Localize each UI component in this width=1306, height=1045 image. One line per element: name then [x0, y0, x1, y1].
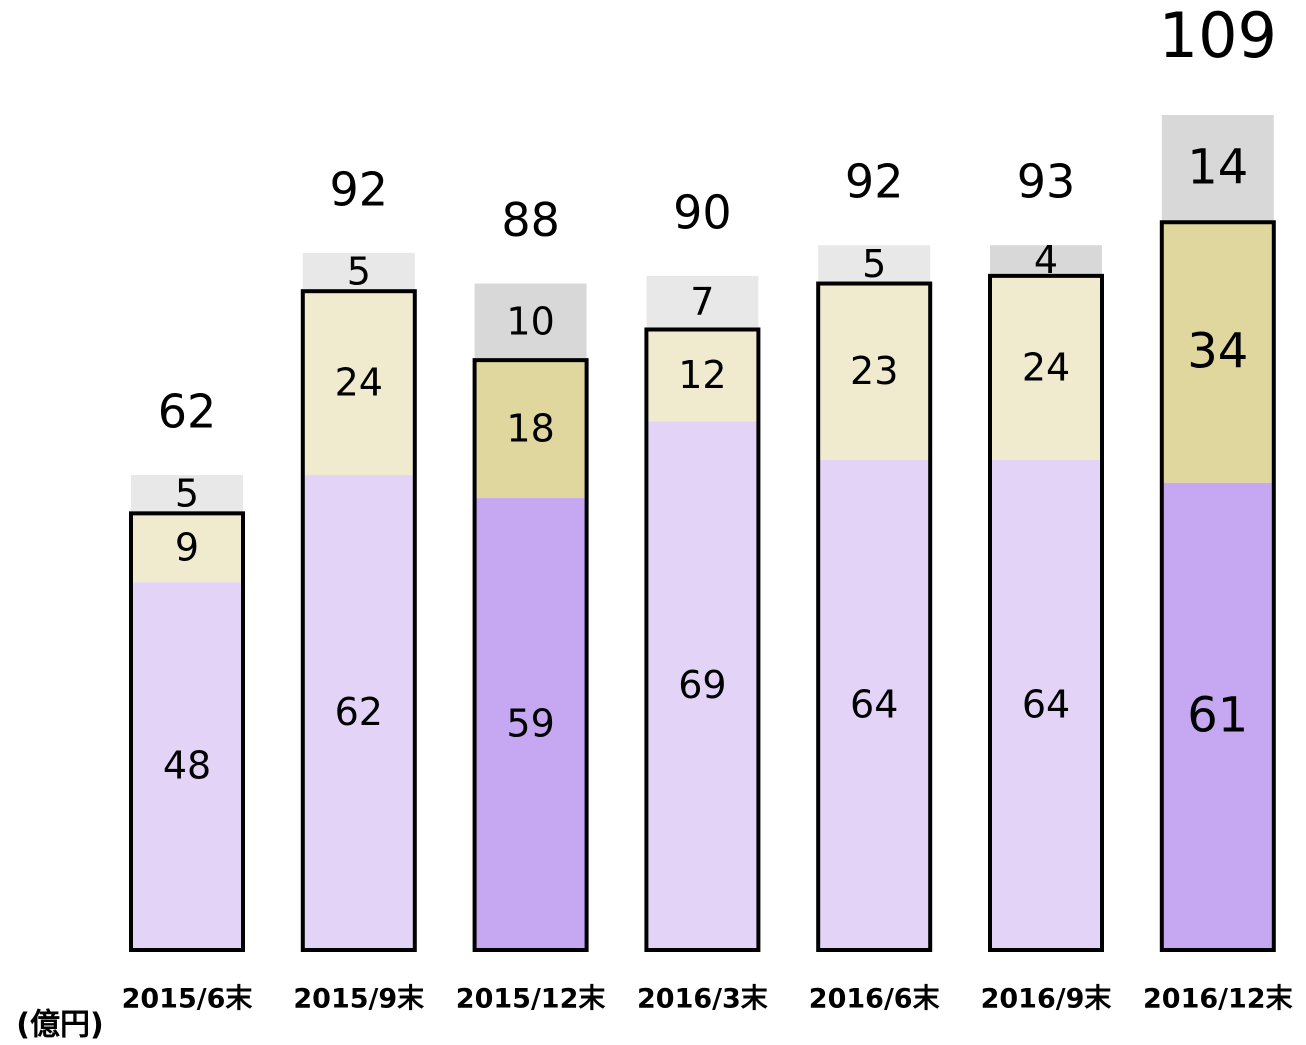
bar-outline: [1159, 220, 1276, 953]
bar-segment: [646, 329, 759, 422]
value-label: 24: [335, 361, 383, 405]
bar-segment: [302, 475, 415, 950]
value-label: 9: [175, 525, 199, 569]
x-tick-label: 2015/12末: [456, 984, 606, 1015]
x-tick-label: 2016/9末: [981, 984, 1112, 1015]
bar-segment: [818, 459, 931, 950]
value-label: 23: [850, 349, 898, 393]
bar-segment: [818, 283, 931, 460]
value-label: 7: [690, 280, 714, 324]
bar-outline: [472, 358, 589, 952]
total-label: 88: [501, 193, 560, 247]
value-label: 64: [850, 682, 898, 726]
value-label: 5: [862, 242, 886, 286]
bar-segment: [990, 245, 1102, 276]
value-label: 61: [1187, 687, 1248, 743]
total-label: 62: [158, 385, 217, 439]
value-label: 5: [175, 472, 199, 516]
value-label: 12: [678, 353, 726, 397]
x-tick-label: 2016/3末: [637, 984, 768, 1015]
value-label: 48: [163, 744, 211, 788]
x-tick-label: 2015/6末: [122, 984, 253, 1015]
x-tick-label: 2016/12末: [1143, 984, 1293, 1015]
total-label: 93: [1017, 155, 1076, 209]
bar-outline: [129, 511, 245, 952]
value-label: 10: [506, 299, 554, 343]
bar-segment: [302, 291, 415, 476]
bar-segment: [818, 245, 931, 284]
bar-outline: [644, 327, 761, 952]
bar-segment: [131, 475, 243, 514]
bar-segment: [302, 252, 415, 292]
bar-segment: [1161, 482, 1274, 950]
bar-outline: [988, 273, 1104, 952]
bar-segment: [474, 283, 587, 361]
total-label: 90: [673, 185, 732, 239]
value-label: 59: [506, 702, 554, 746]
value-label: 14: [1187, 140, 1248, 196]
bar-segment: [1161, 222, 1274, 483]
bar-outline: [816, 281, 933, 952]
value-label: 5: [347, 250, 371, 294]
value-label: 34: [1187, 323, 1248, 379]
bar-segment: [131, 513, 243, 583]
bar-segment: [474, 498, 587, 950]
total-label: 92: [330, 162, 389, 216]
bar-segment: [990, 459, 1102, 950]
bar-segment: [646, 275, 759, 330]
value-label: 69: [678, 663, 726, 707]
value-label: 24: [1022, 345, 1070, 389]
value-label: 18: [506, 407, 554, 451]
bar-segment: [1161, 115, 1274, 223]
bar-segment: [646, 421, 759, 951]
bar-outline: [300, 289, 417, 952]
value-label: 62: [335, 690, 383, 734]
bar-segment: [990, 275, 1102, 460]
total-label: 92: [845, 155, 904, 209]
total-label: 109: [1159, 0, 1277, 72]
x-tick-label: 2016/6末: [809, 984, 940, 1015]
x-tick-label: 2015/9末: [293, 984, 424, 1015]
unit-label: (億円): [16, 1008, 103, 1043]
bar-segment: [474, 360, 587, 499]
value-label: 64: [1022, 682, 1070, 726]
bar-segment: [131, 582, 243, 950]
